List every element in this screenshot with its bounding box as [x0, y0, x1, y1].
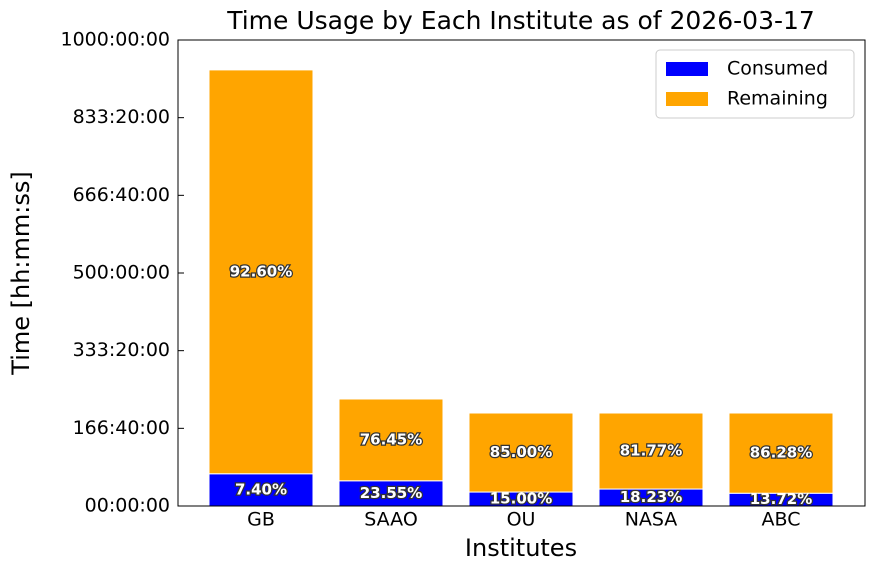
bar-segment	[598, 412, 704, 490]
bar-segment	[338, 398, 444, 482]
bar-segment	[208, 69, 314, 475]
chart-title: Time Usage by Each Institute as of 2026-…	[226, 6, 815, 35]
bar-segment	[468, 412, 574, 493]
legend-swatch	[666, 62, 708, 76]
data-label: 23.55%	[360, 484, 422, 502]
x-tick-label: GB	[247, 509, 275, 531]
data-label: 86.28%	[750, 444, 812, 462]
x-tick-label: OU	[507, 509, 536, 531]
legend-label: Remaining	[727, 88, 828, 110]
x-tick-label: SAAO	[364, 509, 418, 531]
legend-swatch	[666, 92, 708, 106]
y-tick-label: 666:40:00	[73, 184, 170, 206]
y-axis-label: Time [hh:mm:ss]	[7, 171, 35, 375]
plot-frame	[177, 39, 866, 507]
y-tick-label: 1000:00:00	[60, 29, 170, 51]
data-label: 76.45%	[360, 430, 422, 448]
legend-label: Consumed	[727, 58, 828, 80]
y-tick-label: 333:20:00	[73, 339, 170, 361]
x-tick-label: ABC	[762, 509, 801, 531]
bar-segment	[728, 412, 834, 494]
data-label: 13.72%	[750, 490, 812, 508]
data-label: 7.40%	[235, 480, 287, 498]
data-label: 81.77%	[620, 442, 682, 460]
bar-segment	[208, 473, 314, 507]
data-label: 15.00%	[490, 490, 552, 508]
data-label: 92.60%	[230, 262, 292, 280]
y-tick-label: 166:40:00	[73, 417, 170, 439]
y-tick-label: 833:20:00	[73, 106, 170, 128]
y-tick-label: 00:00:00	[85, 495, 170, 517]
x-axis-label: Institutes	[465, 534, 577, 562]
y-tick-label: 500:00:00	[73, 262, 170, 284]
data-label: 18.23%	[620, 488, 682, 506]
data-label: 85.00%	[490, 443, 552, 461]
x-tick-label: NASA	[625, 509, 678, 531]
